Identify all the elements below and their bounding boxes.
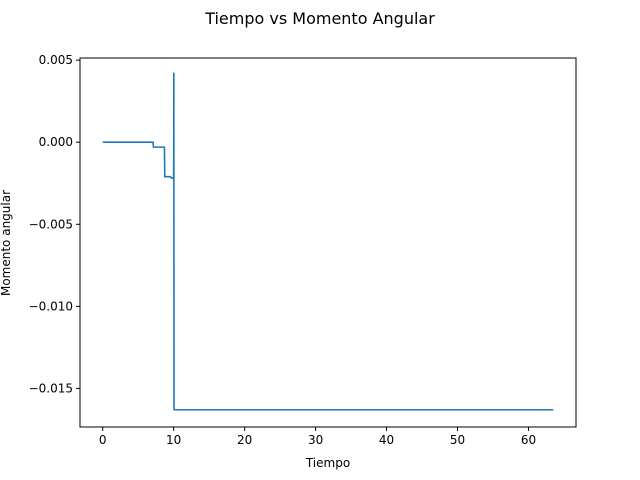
x-tick-label: 40 [379, 433, 394, 447]
x-tick-label: 50 [450, 433, 465, 447]
y-tick-label: −0.005 [29, 217, 73, 231]
x-tick-label: 10 [166, 433, 181, 447]
y-tick-label: 0.005 [39, 53, 73, 67]
plot-frame [79, 57, 577, 428]
x-tick-label: 0 [99, 433, 107, 447]
x-tick-label: 30 [308, 433, 323, 447]
y-tick-label: 0.000 [39, 135, 73, 149]
y-tick-label: −0.010 [29, 299, 73, 313]
y-axis-label: Momento angular [0, 190, 13, 296]
chart-title: Tiempo vs Momento Angular [204, 9, 435, 28]
x-axis-label: Tiempo [305, 456, 350, 470]
y-tick-label: −0.015 [29, 381, 73, 395]
series-line [102, 72, 554, 411]
x-tick-label: 60 [521, 433, 536, 447]
y-axis-ticks: 0.005 0.000 −0.005 −0.010 −0.015 [29, 53, 80, 395]
x-tick-label: 20 [237, 433, 252, 447]
x-axis-ticks: 0 10 20 30 40 50 60 [99, 427, 536, 447]
